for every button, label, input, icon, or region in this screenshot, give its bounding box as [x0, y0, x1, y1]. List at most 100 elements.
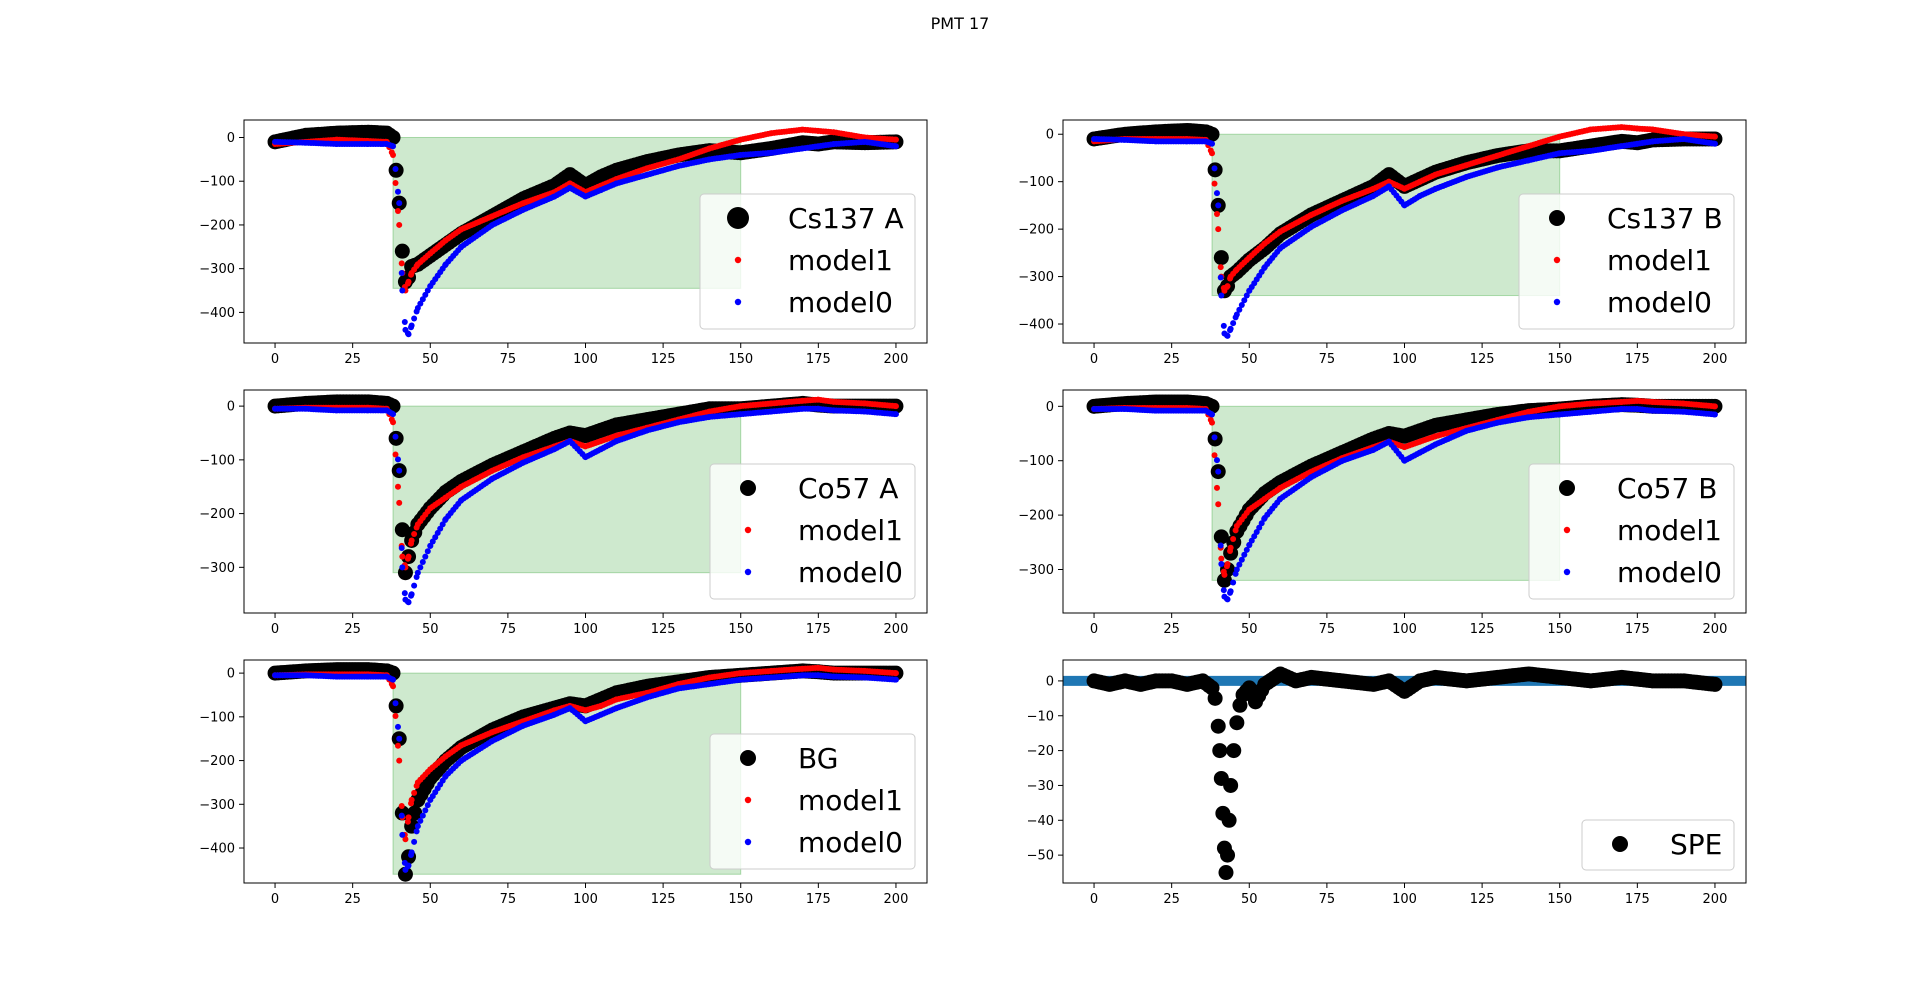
data-point — [392, 179, 399, 186]
legend: SPE — [1581, 819, 1735, 871]
data-point — [1707, 676, 1723, 692]
x-tick-label: 200 — [1703, 892, 1728, 907]
x-tick-label: 50 — [422, 622, 439, 637]
x-tick-label: 175 — [806, 892, 831, 907]
data-point — [398, 803, 405, 810]
x-tick-label: 0 — [1090, 352, 1098, 367]
data-point — [1243, 292, 1250, 299]
data-point — [405, 814, 412, 821]
data-point — [1258, 520, 1265, 527]
legend-label: model1 — [798, 784, 903, 817]
x-tick-label: 125 — [1470, 622, 1495, 637]
data-point — [394, 243, 410, 259]
plot-area — [1086, 394, 1723, 603]
x-tick-label: 200 — [884, 892, 909, 907]
data-point — [408, 849, 415, 856]
plot-area — [1086, 122, 1723, 339]
x-tick-label: 150 — [728, 892, 753, 907]
data-point — [1227, 325, 1234, 332]
legend-marker — [727, 207, 749, 229]
x-tick-label: 100 — [1392, 892, 1417, 907]
legend-label: Cs137 B — [1607, 202, 1723, 235]
data-point — [394, 522, 410, 538]
x-tick-label: 0 — [271, 892, 279, 907]
data-point — [422, 553, 429, 560]
data-point — [1711, 140, 1718, 147]
data-point — [1220, 322, 1227, 329]
data-point — [390, 151, 397, 158]
y-tick-label: −200 — [199, 507, 235, 522]
y-tick-label: −200 — [199, 218, 235, 233]
x-tick-label: 100 — [573, 892, 598, 907]
x-tick-label: 25 — [1163, 892, 1180, 907]
x-tick-label: 175 — [1625, 892, 1650, 907]
data-point — [1224, 561, 1231, 568]
y-tick-label: −300 — [199, 561, 235, 576]
data-point — [1227, 544, 1234, 551]
y-tick-label: −400 — [1018, 318, 1054, 333]
y-tick-label: −100 — [1018, 175, 1054, 190]
x-tick-label: 0 — [271, 622, 279, 637]
y-tick-label: −40 — [1027, 814, 1054, 829]
data-point — [401, 590, 408, 597]
data-point — [419, 558, 426, 565]
data-point — [1221, 571, 1228, 578]
data-point — [1230, 536, 1237, 543]
legend-marker — [734, 256, 742, 264]
data-point — [396, 221, 403, 228]
data-point — [414, 823, 421, 830]
y-tick-label: −300 — [1018, 563, 1054, 578]
data-point — [392, 433, 399, 440]
data-point — [1215, 501, 1222, 508]
legend-box — [709, 463, 916, 600]
legend: BG model1 model0 — [709, 733, 916, 870]
x-tick-label: 25 — [344, 622, 361, 637]
data-point — [1217, 542, 1224, 549]
data-point — [1241, 551, 1248, 558]
data-point — [396, 757, 403, 764]
x-tick-label: 100 — [573, 622, 598, 637]
series-model0 — [272, 138, 899, 338]
y-tick-label: −100 — [199, 453, 235, 468]
figure-title: PMT 17 — [930, 14, 990, 33]
x-tick-label: 100 — [1392, 622, 1417, 637]
data-point — [1251, 533, 1258, 540]
data-point — [892, 676, 899, 683]
legend-label: SPE — [1670, 828, 1722, 861]
chart-panel-top-left: 0 25 50 75 100 125 150 175 200 0 −100 −200 −300 −400 C… — [199, 119, 928, 367]
series-model0 — [1091, 135, 1718, 339]
data-point — [1221, 812, 1237, 828]
y-tick-label: −200 — [1018, 223, 1054, 238]
data-point — [390, 683, 397, 690]
data-point — [1224, 596, 1231, 603]
plot-area — [1063, 666, 1746, 881]
data-point — [405, 599, 412, 606]
x-tick-label: 75 — [500, 622, 517, 637]
y-tick-label: −100 — [199, 175, 235, 190]
x-tick-label: 75 — [1319, 892, 1336, 907]
x-tick-label: 50 — [422, 352, 439, 367]
data-point — [414, 569, 421, 576]
legend-label: model0 — [788, 286, 893, 319]
legend-label: model0 — [1617, 556, 1722, 589]
data-point — [419, 296, 426, 303]
data-point — [1212, 743, 1228, 759]
data-point — [398, 812, 405, 819]
data-point — [398, 544, 405, 551]
data-point — [1241, 297, 1248, 304]
x-tick-label: 100 — [573, 352, 598, 367]
series-model0 — [272, 405, 899, 606]
data-point — [411, 838, 418, 845]
data-point — [1711, 411, 1718, 418]
x-tick-label: 50 — [1241, 352, 1258, 367]
x-tick-label: 150 — [1547, 892, 1572, 907]
data-point — [417, 817, 424, 824]
legend-marker — [734, 298, 742, 306]
data-point — [1215, 202, 1222, 209]
y-tick-label: −200 — [199, 754, 235, 769]
data-point — [405, 278, 412, 285]
data-point — [394, 188, 401, 195]
legend-label: model1 — [788, 244, 893, 277]
series-model1 — [1091, 124, 1718, 294]
legend-label: model0 — [798, 556, 903, 589]
